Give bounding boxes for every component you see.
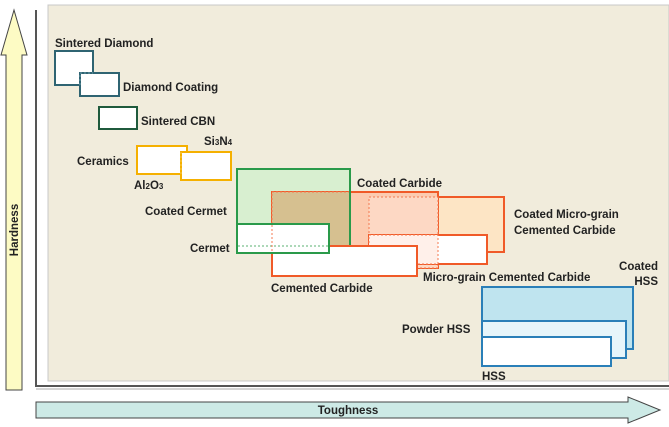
sintered-diamond-label: Sintered Diamond (55, 38, 153, 50)
hardness-arrow (0, 8, 28, 391)
ceramics-label: Ceramics (77, 156, 129, 168)
coated-hss-label-line1: Coated (619, 261, 658, 273)
powder-hss-label: Powder HSS (402, 324, 471, 336)
toughness-arrow (35, 396, 662, 424)
axis-lines (35, 10, 669, 387)
diamond-coating-label: Diamond Coating (123, 82, 218, 94)
coated-cermet-label: Coated Cermet (145, 206, 227, 218)
cemented-carbide-label: Cemented Carbide (271, 283, 373, 295)
coated-micro-grain-label-line2: Cemented Carbide (514, 225, 616, 237)
cermet-box (236, 223, 330, 254)
diamond-overlap-dash (79, 72, 93, 85)
al2o3-box (136, 145, 188, 175)
diamond-coating-box (79, 72, 120, 97)
sintered-cbn-box (98, 106, 138, 130)
cermet-label: Cermet (190, 243, 230, 255)
hss-box (481, 336, 612, 367)
sintered-cbn-label: Sintered CBN (141, 116, 215, 128)
micro-grain-cemented-carbide-label: Micro-grain Cemented Carbide (423, 272, 590, 284)
coated-micro-grain-label-line1: Coated Micro-grain (514, 209, 619, 221)
toughness-label: Toughness (318, 405, 378, 417)
hardness-label: Hardness (9, 204, 21, 256)
si3n4-box (180, 151, 232, 181)
coated-hss-label-line2: HSS (634, 276, 658, 288)
hss-label: HSS (482, 371, 506, 383)
al2o3-label: Al2O3 (134, 180, 164, 192)
coated-carbide-label: Coated Carbide (357, 178, 442, 190)
si3n4-label: Si3N4 (204, 136, 233, 148)
